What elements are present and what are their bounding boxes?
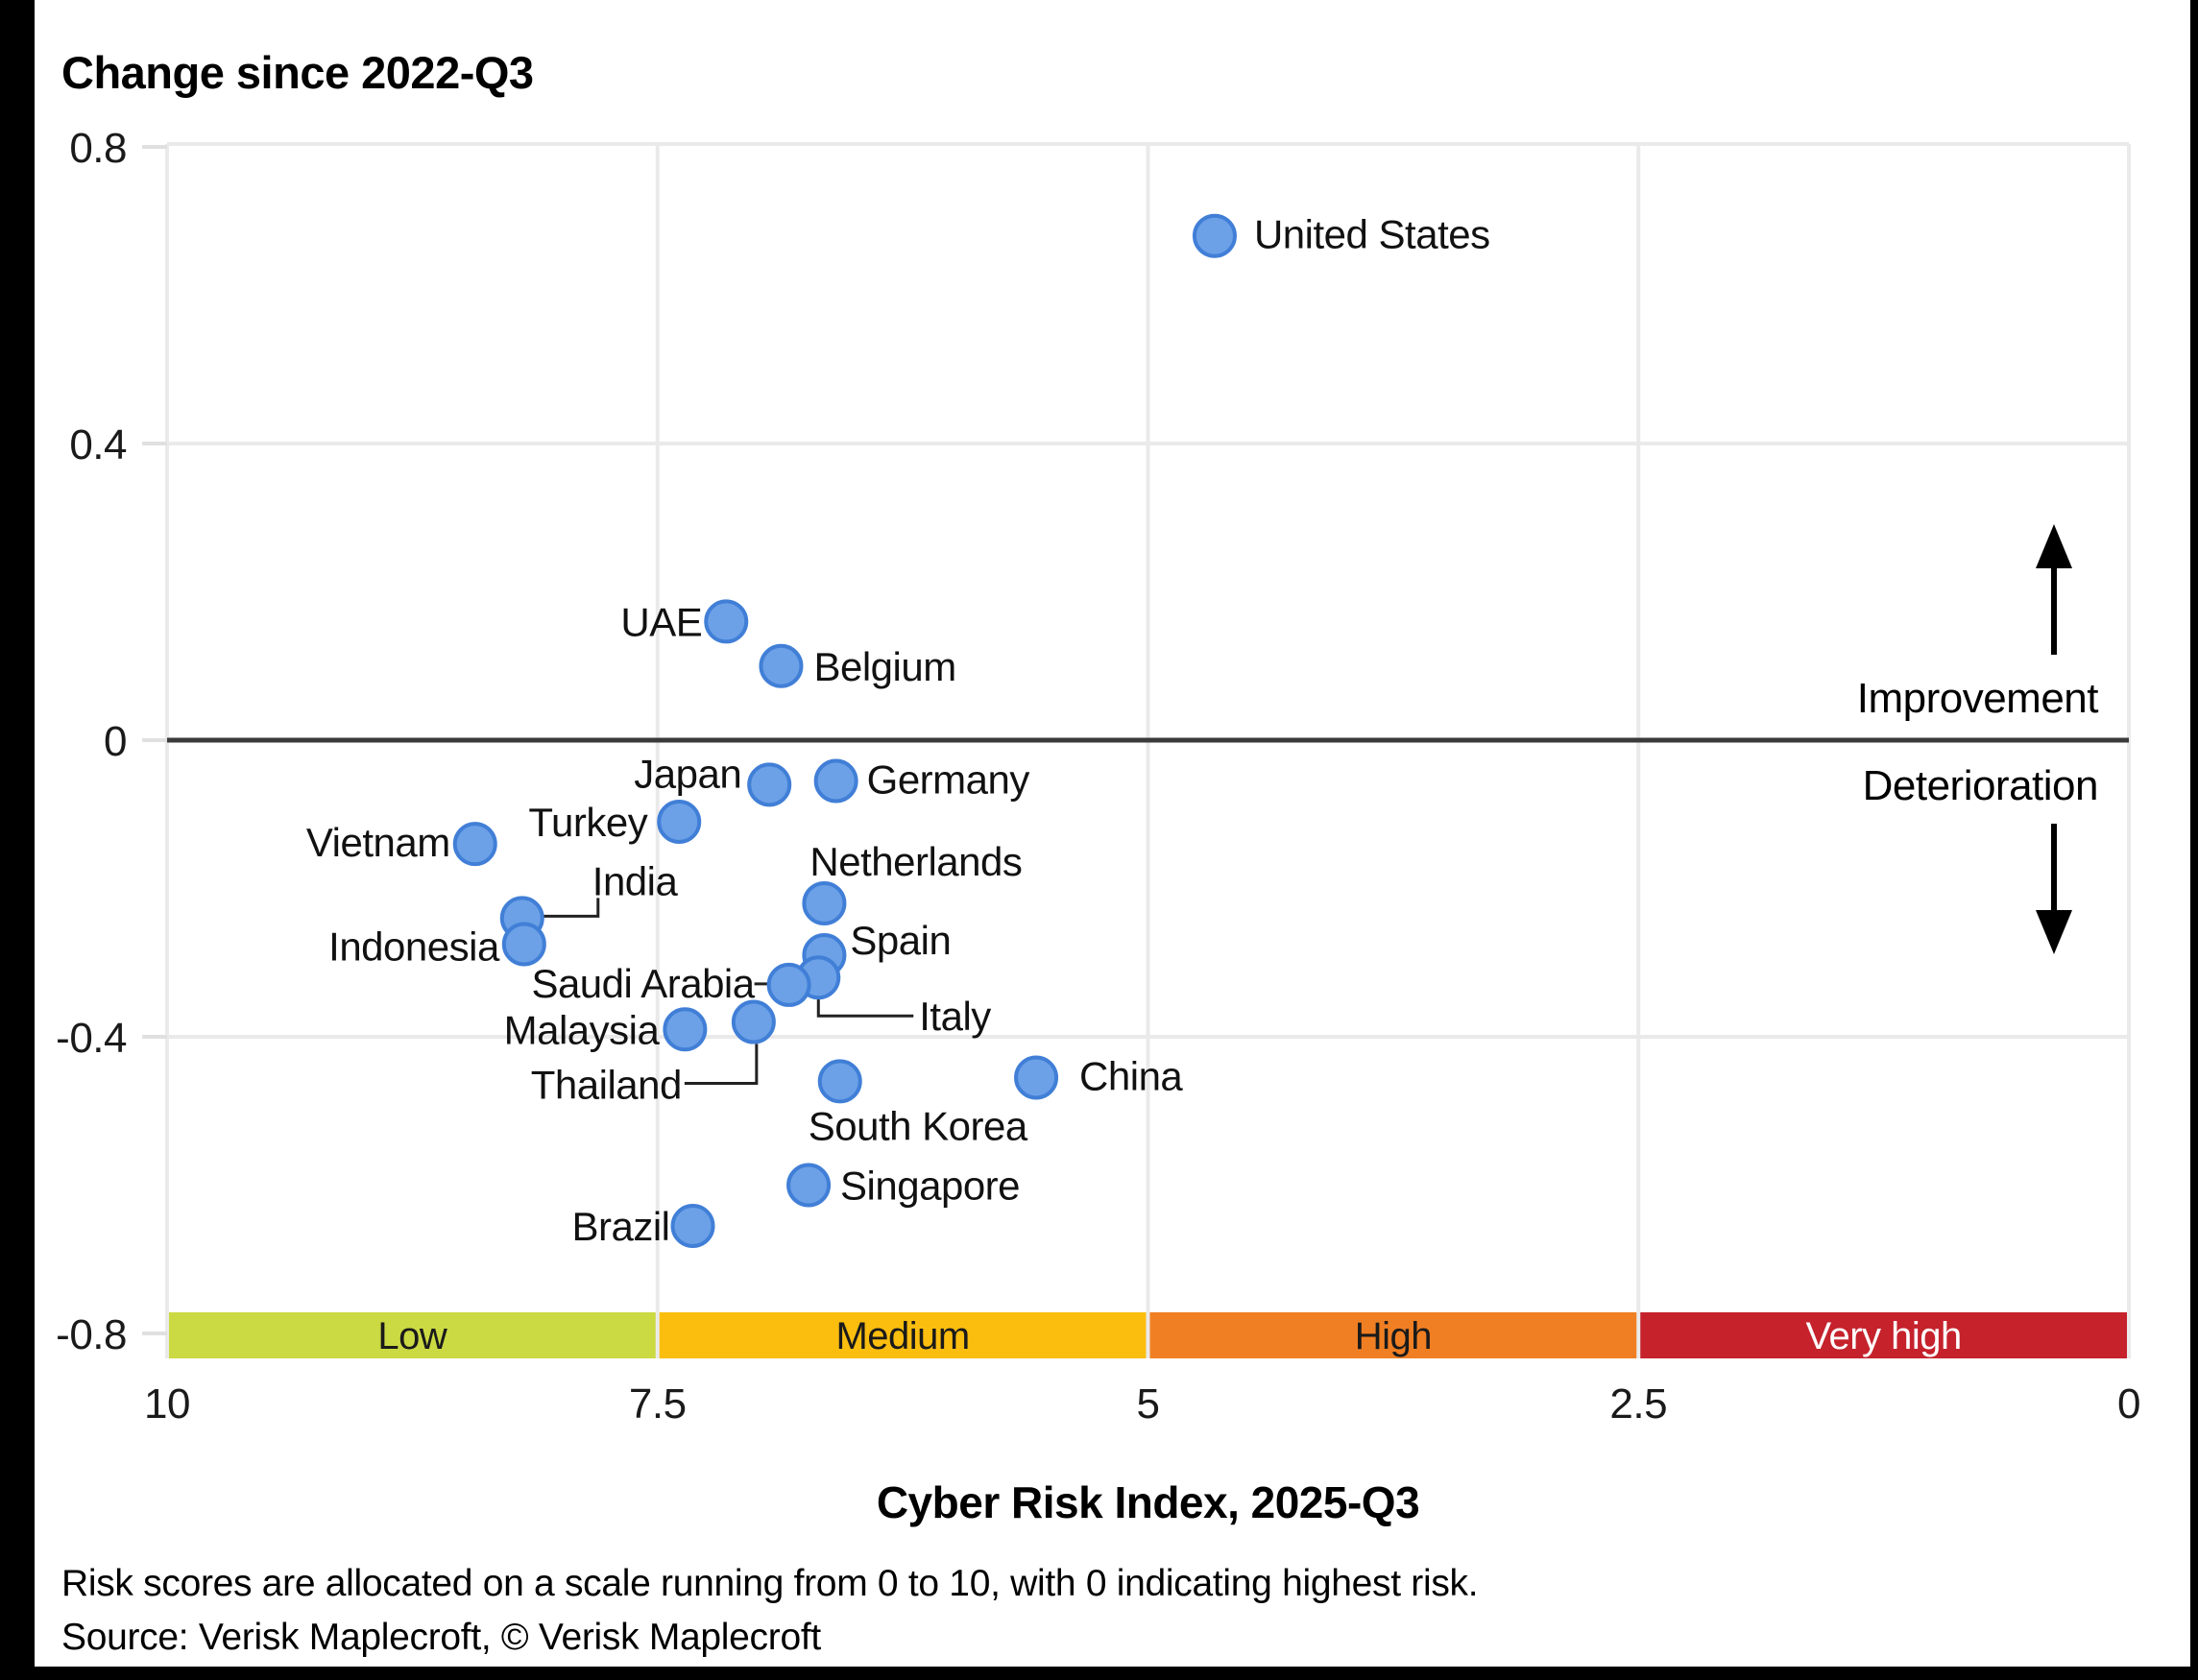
point-united-states — [1192, 213, 1237, 258]
point-label-saudi-arabia: Saudi Arabia — [531, 961, 755, 1006]
point-japan — [747, 762, 792, 807]
point-singapore — [786, 1163, 832, 1208]
risk-band-label: Very high — [1805, 1315, 1961, 1357]
connector-thailand — [684, 1044, 759, 1086]
window-edge-right — [2190, 0, 2198, 1680]
risk-band-label: Medium — [835, 1315, 969, 1357]
risk-band-label: Low — [377, 1315, 447, 1357]
point-malaysia — [663, 1007, 708, 1052]
risk-band-low — [167, 1312, 658, 1358]
risk-band-high — [1147, 1312, 1639, 1358]
point-label-japan: Japan — [634, 751, 741, 796]
point-label-singapore: Singapore — [840, 1164, 1020, 1209]
risk-band-label: High — [1355, 1315, 1432, 1357]
point-netherlands — [802, 880, 847, 925]
point-uae — [704, 599, 749, 644]
window-edge-left — [0, 0, 35, 1680]
y-tick-label: 0.4 — [69, 421, 127, 468]
window-edge-bottom — [0, 1667, 2198, 1680]
y-tick-label: -0.4 — [56, 1015, 127, 1062]
point-label-united-states: United States — [1254, 212, 1490, 257]
y-tick-label: 0 — [104, 718, 127, 765]
point-label-germany: Germany — [867, 756, 1030, 802]
point-label-turkey: Turkey — [528, 800, 647, 845]
deterioration-label: Deterioration — [1862, 762, 2099, 809]
point-label-india: India — [592, 858, 679, 903]
footnote-risk-scale: Risk scores are allocated on a scale run… — [61, 1563, 1479, 1604]
x-tick-label: 10 — [144, 1380, 190, 1428]
point-label-spain: Spain — [850, 918, 951, 963]
connector-india — [532, 898, 600, 918]
point-label-indonesia: Indonesia — [328, 924, 500, 969]
point-label-china: China — [1079, 1053, 1183, 1098]
risk-band-medium — [657, 1312, 1148, 1358]
point-label-vietnam: Vietnam — [306, 820, 450, 865]
point-thailand — [731, 999, 776, 1044]
x-tick-label: 7.5 — [629, 1380, 687, 1428]
point-vietnam — [452, 822, 497, 867]
point-belgium — [759, 643, 804, 688]
point-china — [1014, 1055, 1059, 1100]
point-brazil — [670, 1203, 715, 1248]
point-south-korea — [817, 1059, 862, 1104]
point-label-malaysia: Malaysia — [504, 1007, 661, 1052]
y-tick-label: -0.8 — [56, 1311, 127, 1358]
footnote-source: Source: Verisk Maplecroft, © Verisk Mapl… — [61, 1617, 821, 1658]
point-label-italy: Italy — [919, 994, 991, 1039]
point-indonesia — [501, 922, 546, 967]
risk-band-very-high — [1638, 1312, 2129, 1358]
point-label-thailand: Thailand — [531, 1063, 682, 1108]
point-label-belgium: Belgium — [813, 644, 955, 689]
improvement-label: Improvement — [1856, 675, 2099, 722]
up-arrow-head-icon — [2036, 524, 2072, 568]
point-label-netherlands: Netherlands — [809, 839, 1022, 884]
point-turkey — [657, 799, 702, 844]
point-saudi-arabia — [766, 962, 811, 1007]
y-tick-label: 0.8 — [69, 125, 127, 172]
point-label-brazil: Brazil — [571, 1204, 669, 1249]
chart-title: Change since 2022-Q3 — [61, 47, 534, 98]
x-tick-label: 0 — [2117, 1380, 2140, 1428]
connector-italy — [816, 991, 914, 1018]
point-germany — [813, 758, 858, 804]
point-label-uae: UAE — [620, 599, 702, 644]
x-tick-label: 5 — [1137, 1380, 1160, 1428]
x-tick-label: 2.5 — [1609, 1380, 1667, 1428]
point-label-south-korea: South Korea — [809, 1103, 1028, 1148]
down-arrow-head-icon — [2036, 910, 2072, 954]
x-axis-title: Cyber Risk Index, 2025-Q3 — [876, 1477, 1420, 1527]
